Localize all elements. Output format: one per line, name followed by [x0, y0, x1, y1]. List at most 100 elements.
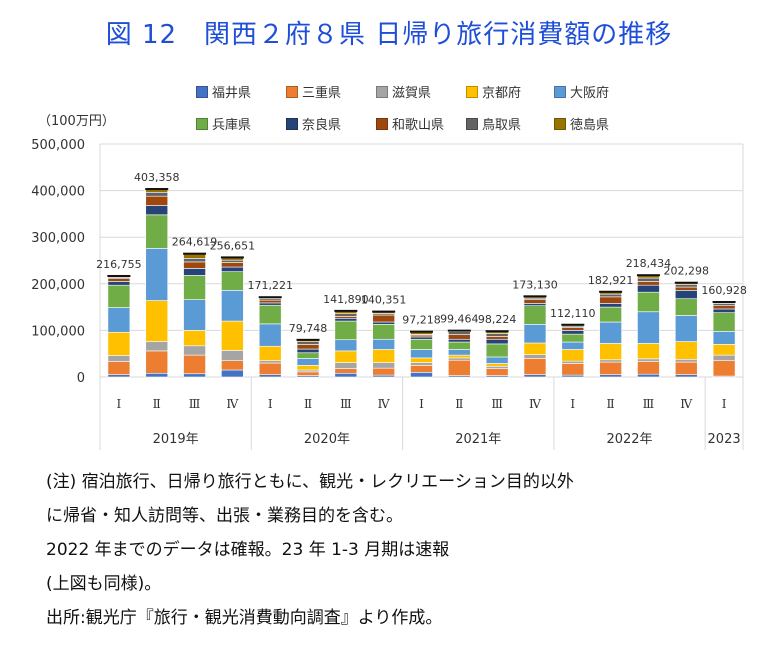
bar-segment — [561, 330, 585, 335]
y-tick-label: 200,000 — [31, 278, 85, 293]
legend-label: 京都府 — [482, 86, 522, 101]
legend-item: 滋賀県 — [376, 82, 431, 101]
legend-label: 鳥取県 — [482, 118, 522, 133]
bar-top-edge — [561, 323, 585, 326]
total-data-label: 98,224 — [478, 313, 517, 326]
legend-label: 兵庫県 — [212, 118, 252, 133]
x-tick-label: Ⅰ — [268, 397, 273, 411]
bar-segment — [334, 339, 358, 352]
legend-item: 奈良県 — [286, 114, 341, 133]
bar-segment — [372, 314, 395, 323]
bar-segment — [296, 371, 320, 376]
x-tick-label: Ⅲ — [189, 397, 201, 411]
bar-segment — [485, 356, 509, 364]
bar-segment — [334, 313, 358, 317]
chart-title: 図 12 関西２府８県 日帰り旅行消費額の推移 — [105, 20, 673, 50]
bar-segment — [221, 320, 244, 351]
bar-top-edge — [485, 330, 509, 333]
bar-segment — [183, 275, 206, 300]
bar-segment — [599, 359, 622, 363]
x-tick-label: Ⅳ — [529, 397, 542, 411]
x-tick-label: Ⅰ — [722, 397, 727, 411]
x-tick-label: Ⅲ — [643, 397, 655, 411]
bar-segment — [712, 303, 736, 307]
bar-segment — [599, 374, 622, 378]
x-tick-label: Ⅱ — [153, 397, 161, 411]
bar-segment — [485, 336, 509, 340]
bar-segment — [637, 361, 660, 375]
bar-segment — [183, 261, 206, 269]
legend-item: 徳島県 — [554, 114, 609, 133]
bar-segment — [296, 341, 320, 345]
bar-segment — [107, 281, 131, 286]
total-data-label: 173,130 — [512, 278, 558, 291]
bar-segment — [674, 315, 698, 342]
bar-segment — [523, 299, 547, 304]
notes: (注) 宿泊旅行、日帰り旅行ともに、観光・レクリエーション目的以外 に帰省・知人… — [46, 465, 766, 635]
legend-label: 福井県 — [212, 86, 252, 101]
x-group-label: 2022年 — [606, 432, 652, 447]
bar-segment — [107, 355, 131, 362]
total-data-label: 112,110 — [550, 307, 596, 320]
x-tick-label: Ⅲ — [340, 397, 352, 411]
stacked-bar-chart: 0 100,000 200,000 300,000 400,000 500,000 2019… — [31, 138, 747, 450]
total-data-label: 140,351 — [361, 294, 407, 307]
bar-segment — [599, 293, 622, 298]
legend-item: 京都府 — [466, 82, 521, 101]
bar-segment — [523, 324, 547, 344]
bar-segment — [485, 333, 509, 337]
bar-segment — [712, 344, 736, 356]
bar-segment — [561, 363, 585, 376]
bar-segment — [107, 331, 131, 356]
bar-segment — [448, 341, 471, 350]
bar-segment — [637, 281, 660, 286]
bar-segment — [674, 374, 698, 378]
bar-segment — [145, 195, 169, 206]
bar-segment — [599, 303, 622, 308]
bar-segment — [221, 360, 244, 371]
bar-segment — [258, 360, 282, 364]
legend-item: 鳥取県 — [466, 114, 521, 133]
bar-segment — [674, 298, 698, 316]
legend-swatch — [466, 117, 478, 130]
bar-segment — [372, 367, 395, 376]
bar-segment — [145, 248, 169, 301]
x-tick-label: Ⅳ — [226, 397, 239, 411]
bar-segment — [410, 338, 433, 350]
bar-segment — [712, 305, 736, 310]
bar-segment — [334, 372, 358, 378]
bar-segment — [145, 341, 169, 352]
total-data-label: 160,928 — [701, 284, 747, 297]
bar-segment — [183, 258, 206, 263]
bar-top-edge — [107, 274, 131, 277]
bar-segment — [448, 331, 471, 335]
bar-segment — [410, 349, 433, 359]
bar-top-edge — [636, 274, 660, 277]
legend-swatch — [286, 85, 298, 98]
bar-segment — [258, 345, 282, 361]
bar-segment — [712, 360, 736, 377]
bar-segment — [637, 284, 660, 293]
x-tick-label: Ⅲ — [491, 397, 503, 411]
bar-segment — [523, 358, 547, 375]
bar-top-edge — [183, 252, 207, 255]
bar-segment — [258, 299, 282, 304]
bar-segment — [561, 333, 585, 343]
legend-swatch — [554, 117, 566, 130]
bar-segment — [637, 343, 660, 360]
legend-label: 滋賀県 — [392, 86, 432, 101]
bar-segment — [296, 365, 320, 371]
total-data-label: 99,464 — [440, 313, 479, 326]
total-data-label: 403,358 — [134, 171, 180, 184]
bar-segment — [561, 327, 585, 331]
legend-swatch — [376, 117, 388, 130]
bar-segment — [183, 373, 206, 378]
bar-segment — [523, 342, 547, 355]
note-line: 出所:観光庁『旅行・観光消費動向調査』より作成。 — [46, 608, 443, 628]
x-tick-label: Ⅰ — [419, 397, 424, 411]
total-data-label: 218,434 — [626, 257, 672, 270]
bar-top-edge — [523, 295, 547, 298]
y-axis-unit-label: （100万円） — [38, 114, 115, 129]
bar-segment — [221, 350, 244, 361]
bar-segment — [599, 296, 622, 304]
